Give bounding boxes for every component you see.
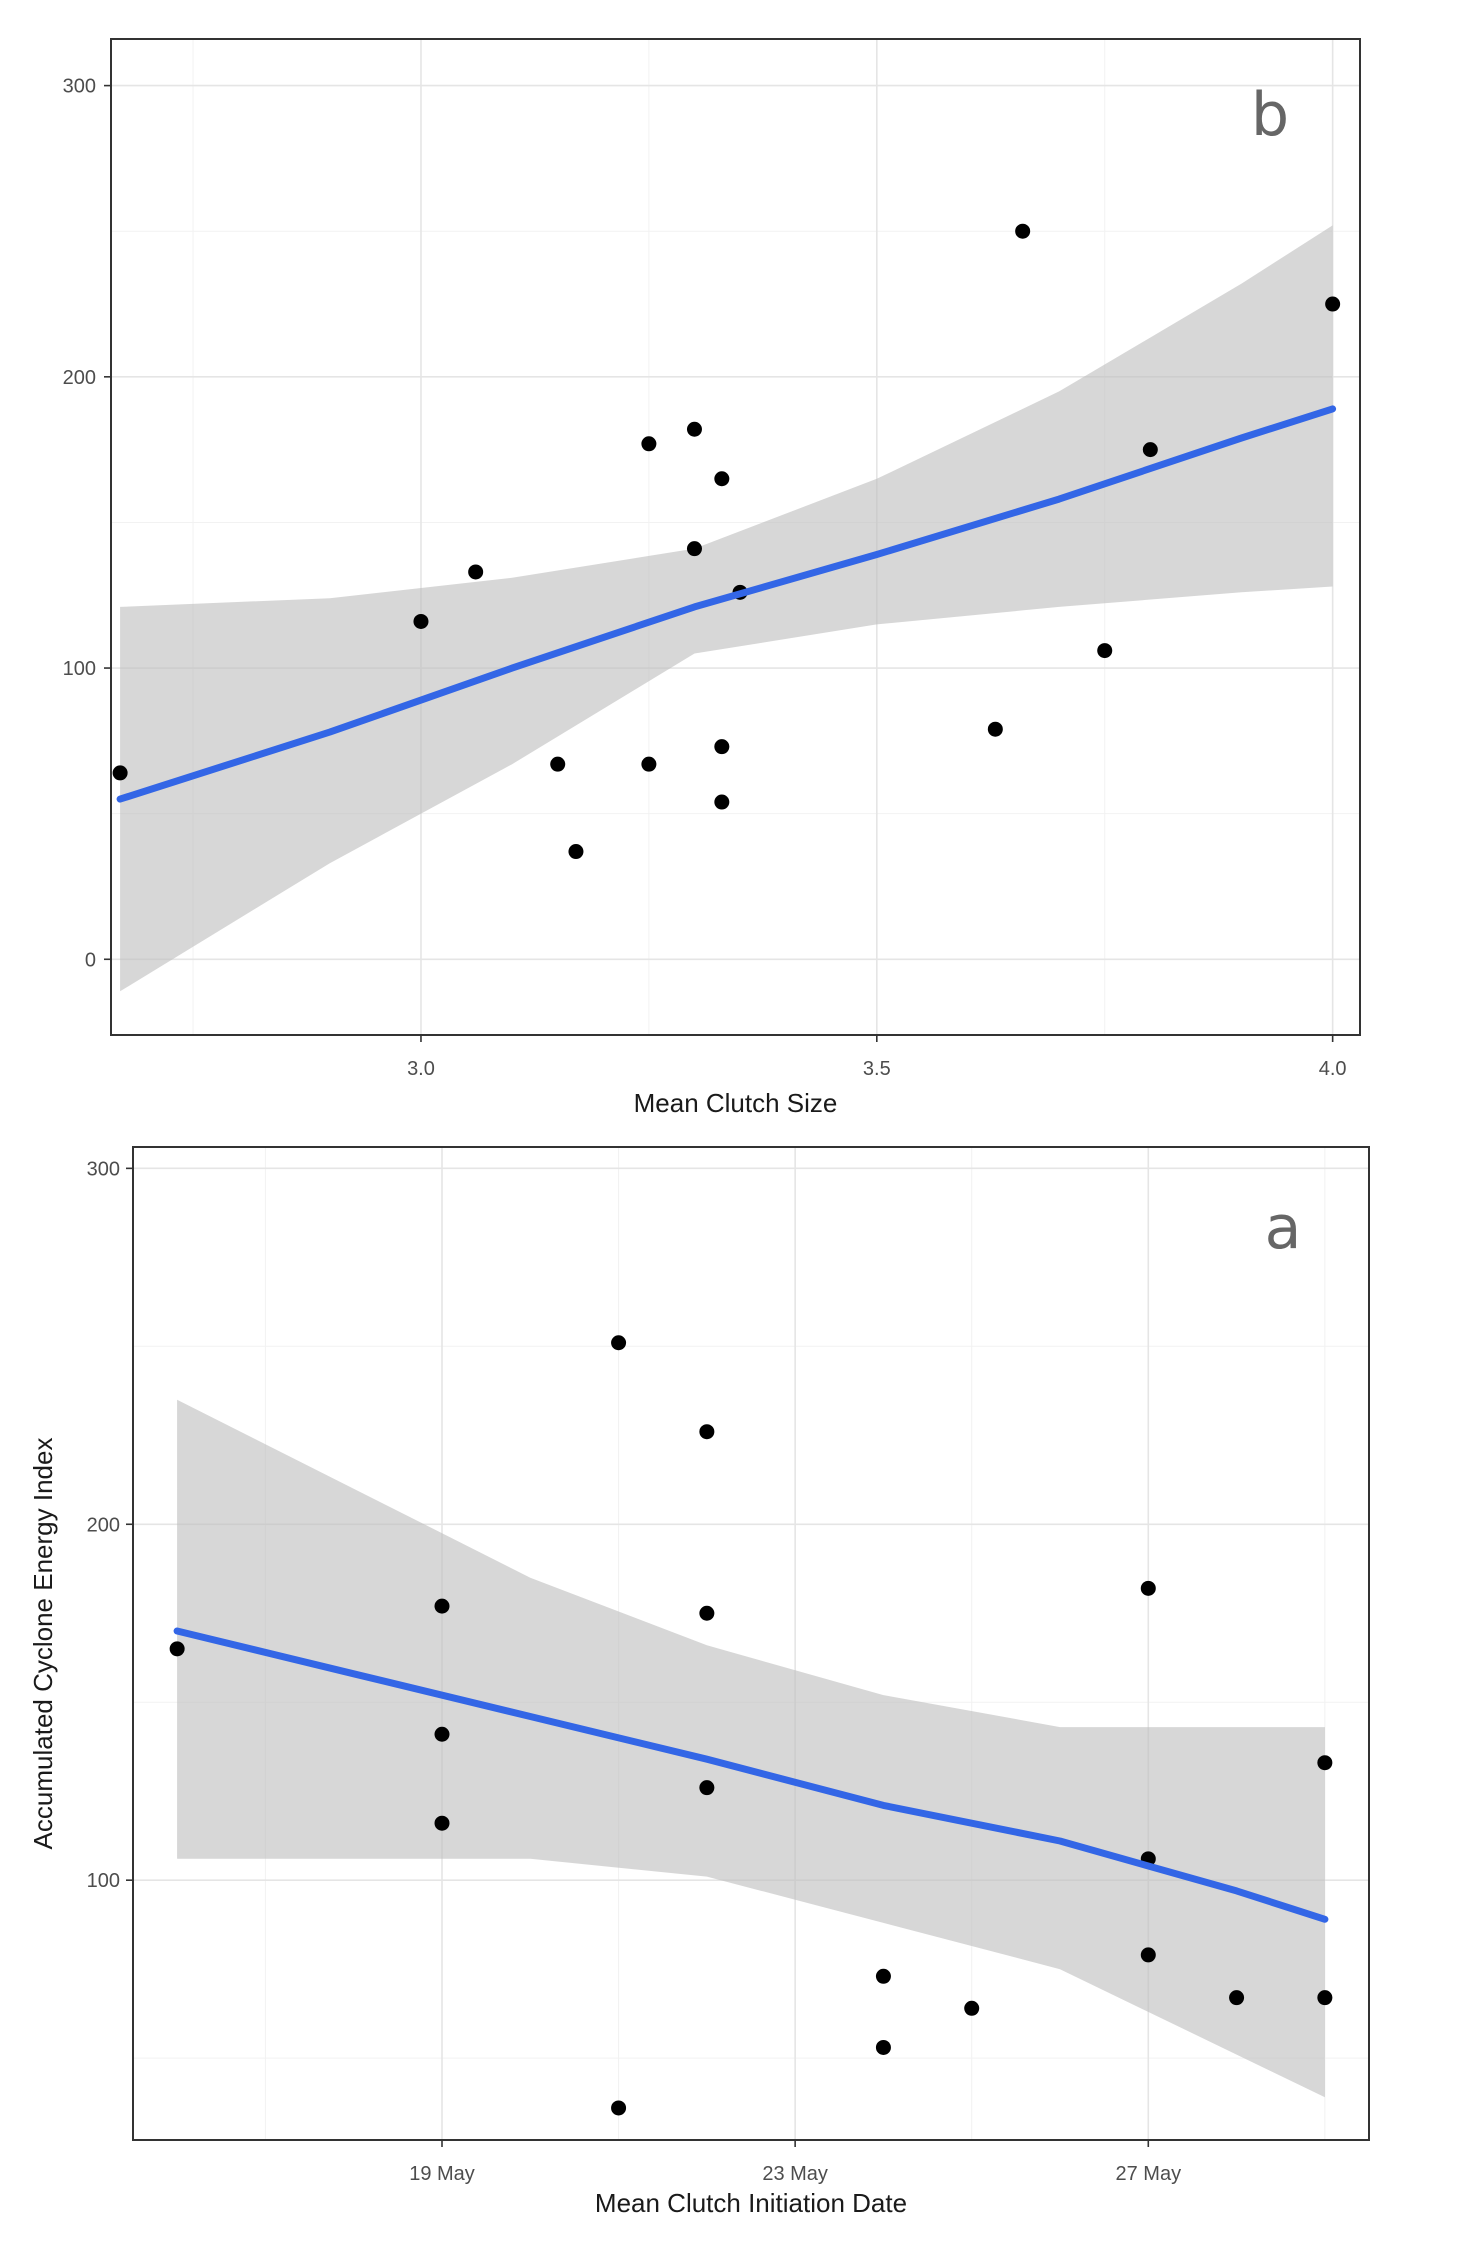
data-point <box>714 739 730 755</box>
x-axis-title: Mean Clutch Size <box>634 1088 838 1118</box>
data-point <box>714 794 730 810</box>
y-tick-label: 200 <box>87 1514 120 1536</box>
regression-line <box>116 405 1337 803</box>
x-tick-label: 4.0 <box>1319 1058 1347 1080</box>
data-point <box>169 1641 185 1657</box>
confidence-ribbon <box>120 225 1333 992</box>
y-tick-label: 200 <box>63 367 96 389</box>
data-point <box>550 756 566 772</box>
x-tick-label: 27 May <box>1115 2163 1181 2185</box>
x-tick-label: 23 May <box>762 2163 828 2185</box>
data-point <box>1140 1947 1156 1963</box>
y-tick-label: 100 <box>63 658 96 680</box>
x-tick-label: 3.5 <box>863 1058 891 1080</box>
data-point <box>1140 1580 1156 1596</box>
data-point <box>875 2039 891 2055</box>
data-point <box>434 1598 450 1614</box>
data-point <box>699 1424 715 1440</box>
data-point <box>1325 296 1341 312</box>
y-tick-label: 300 <box>87 1158 120 1180</box>
data-point <box>1317 1755 1333 1771</box>
y-axis-title: Accumulated Cyclone Energy Index <box>28 1438 58 1850</box>
data-point <box>686 541 702 557</box>
data-point <box>1229 1990 1245 2006</box>
data-point <box>641 756 657 772</box>
data-point <box>611 1335 627 1351</box>
data-point <box>987 721 1003 737</box>
data-point <box>1142 442 1158 458</box>
data-point <box>699 1780 715 1796</box>
data-point <box>1317 1990 1333 2006</box>
data-point <box>611 2100 627 2116</box>
data-point <box>641 436 657 452</box>
data-point <box>699 1605 715 1621</box>
y-tick-label: 0 <box>85 949 96 971</box>
panel-b-clutch-size: 3.0 3.5 4.0 0 100 200 300 Mean Clutch Size b <box>63 38 1361 1118</box>
confidence-ribbon <box>177 1399 1325 2098</box>
panel-border <box>132 1146 1370 2141</box>
data-point <box>434 1815 450 1831</box>
panel-a-initiation-date: 19 May 23 May 27 May 100 200 300 Mean Clutch I… <box>28 1146 1370 2218</box>
y-tick-label: 300 <box>63 76 96 98</box>
data-point <box>686 421 702 437</box>
data-point <box>875 1968 891 1984</box>
data-point <box>964 2000 980 2016</box>
data-point <box>1097 643 1113 659</box>
data-point <box>1015 223 1031 239</box>
data-point <box>714 471 730 487</box>
x-tick-label: 3.0 <box>407 1058 435 1080</box>
panel-label: a <box>1265 1193 1302 1263</box>
data-point <box>112 765 128 781</box>
y-tick-label: 100 <box>87 1870 120 1892</box>
x-axis-title: Mean Clutch Initiation Date <box>595 2188 907 2218</box>
regression-line <box>173 1627 1329 1923</box>
data-point <box>413 613 429 629</box>
panel-label: b <box>1251 80 1289 150</box>
data-point <box>468 564 484 580</box>
panel-border <box>110 38 1361 1036</box>
x-tick-label: 19 May <box>409 2163 475 2185</box>
data-point <box>568 844 584 860</box>
data-point <box>434 1726 450 1742</box>
